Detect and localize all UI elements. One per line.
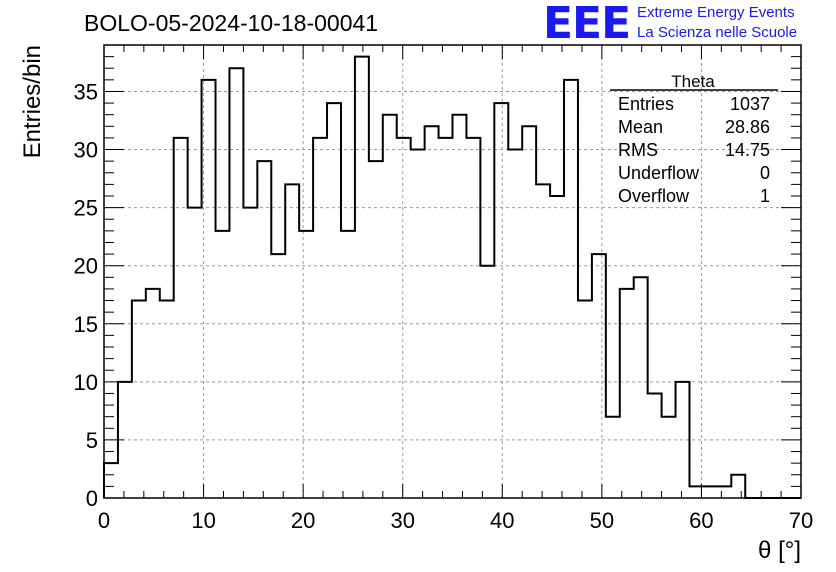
histogram-bin: [383, 115, 397, 498]
histogram-bin: [731, 475, 745, 498]
stats-box: Theta Entries 1037 Mean 28.86 RMS 14.75 Underf…: [610, 72, 778, 206]
histogram-bin: [508, 150, 522, 498]
stats-row-label: Underflow: [618, 163, 700, 183]
histogram-bin: [174, 138, 188, 498]
stats-row-value: 14.75: [725, 140, 770, 160]
y-tick-label: 20: [74, 254, 98, 279]
histogram-bin: [313, 138, 327, 498]
y-tick-labels: 0 5 10 15 20 25 30 35: [74, 79, 98, 511]
stats-row-label: RMS: [618, 140, 658, 160]
histogram-bin: [202, 80, 216, 498]
histogram-bin: [271, 254, 285, 498]
histogram-bin: [634, 277, 648, 498]
histogram-bin: [480, 266, 494, 498]
histogram-bin: [606, 417, 620, 498]
x-tick-label: 10: [191, 508, 215, 533]
histogram-bin: [146, 289, 160, 498]
histogram-bin: [676, 382, 690, 498]
histogram-bin: [466, 138, 480, 498]
histogram-bin: [257, 161, 271, 498]
histogram-bin: [550, 196, 564, 498]
axis-ticks: [103, 44, 802, 499]
histogram-bin: [285, 184, 299, 498]
histogram-bin: [494, 103, 508, 498]
histogram-bin: [397, 138, 411, 498]
histogram-bin: [299, 231, 313, 498]
y-tick-label: 0: [86, 486, 98, 511]
stats-row-label: Entries: [618, 94, 674, 114]
histogram-bin: [439, 138, 453, 498]
stats-row-value: 28.86: [725, 117, 770, 137]
x-axis-label: θ [°]: [758, 537, 801, 564]
stats-header: Theta: [671, 72, 715, 91]
histogram-bin: [536, 184, 550, 498]
stats-row-label: Overflow: [618, 186, 690, 206]
y-tick-label: 5: [86, 428, 98, 453]
y-tick-label: 35: [74, 79, 98, 104]
x-tick-label: 40: [490, 508, 514, 533]
histogram-bin: [216, 231, 230, 498]
y-tick-label: 30: [74, 138, 98, 163]
histogram-bin: [243, 208, 257, 498]
histogram-bin: [578, 301, 592, 498]
histogram-bin: [564, 80, 578, 498]
histogram-bin: [717, 486, 731, 498]
x-tick-label: 70: [789, 508, 813, 533]
histogram-bin: [355, 57, 369, 498]
histogram-bin: [425, 126, 439, 498]
logo-line-2: La Scienza nelle Scuole: [637, 24, 798, 41]
logo-line-1: Extreme Energy Events: [637, 4, 795, 21]
stats-row-value: 1: [760, 186, 770, 206]
histogram-bin: [662, 417, 676, 498]
histogram-bin: [104, 463, 118, 498]
stats-row-label: Mean: [618, 117, 663, 137]
grid-lines: [104, 45, 801, 498]
histogram-bin: [703, 486, 717, 498]
histogram-bin: [341, 231, 355, 498]
y-tick-label: 15: [74, 312, 98, 337]
x-tick-label: 50: [590, 508, 614, 533]
histogram-bin: [453, 115, 467, 498]
histogram-bin: [620, 289, 634, 498]
histogram-bin: [411, 150, 425, 498]
histogram-bin: [648, 393, 662, 498]
x-tick-label: 20: [291, 508, 315, 533]
histogram-bin: [229, 68, 243, 498]
histogram-bin: [522, 126, 536, 498]
histogram-step-line: [103, 55, 801, 499]
y-tick-label: 25: [74, 196, 98, 221]
histogram-bin: [160, 301, 174, 498]
histogram-bin: [188, 208, 202, 498]
histogram-bin: [592, 254, 606, 498]
histogram-bin: [369, 161, 383, 498]
eee-logo: EEE Extreme Energy Events La Scienza nel…: [543, 0, 833, 49]
chart-title: BOLO-05-2024-10-18-00041: [84, 10, 379, 36]
plot-frame: [103, 44, 802, 499]
x-tick-label: 30: [390, 508, 414, 533]
logo-mark: EEE: [543, 0, 631, 49]
histogram-bin: [327, 103, 341, 498]
x-tick-label: 60: [689, 508, 713, 533]
histogram-bin: [132, 301, 146, 498]
y-axis-label: Entries/bin: [19, 45, 46, 158]
x-tick-label: 0: [98, 508, 110, 533]
y-tick-label: 10: [74, 370, 98, 395]
stats-row-value: 0: [760, 163, 770, 183]
x-tick-labels: 0 10 20 30 40 50 60 70: [98, 508, 813, 533]
stats-row-value: 1037: [730, 94, 770, 114]
